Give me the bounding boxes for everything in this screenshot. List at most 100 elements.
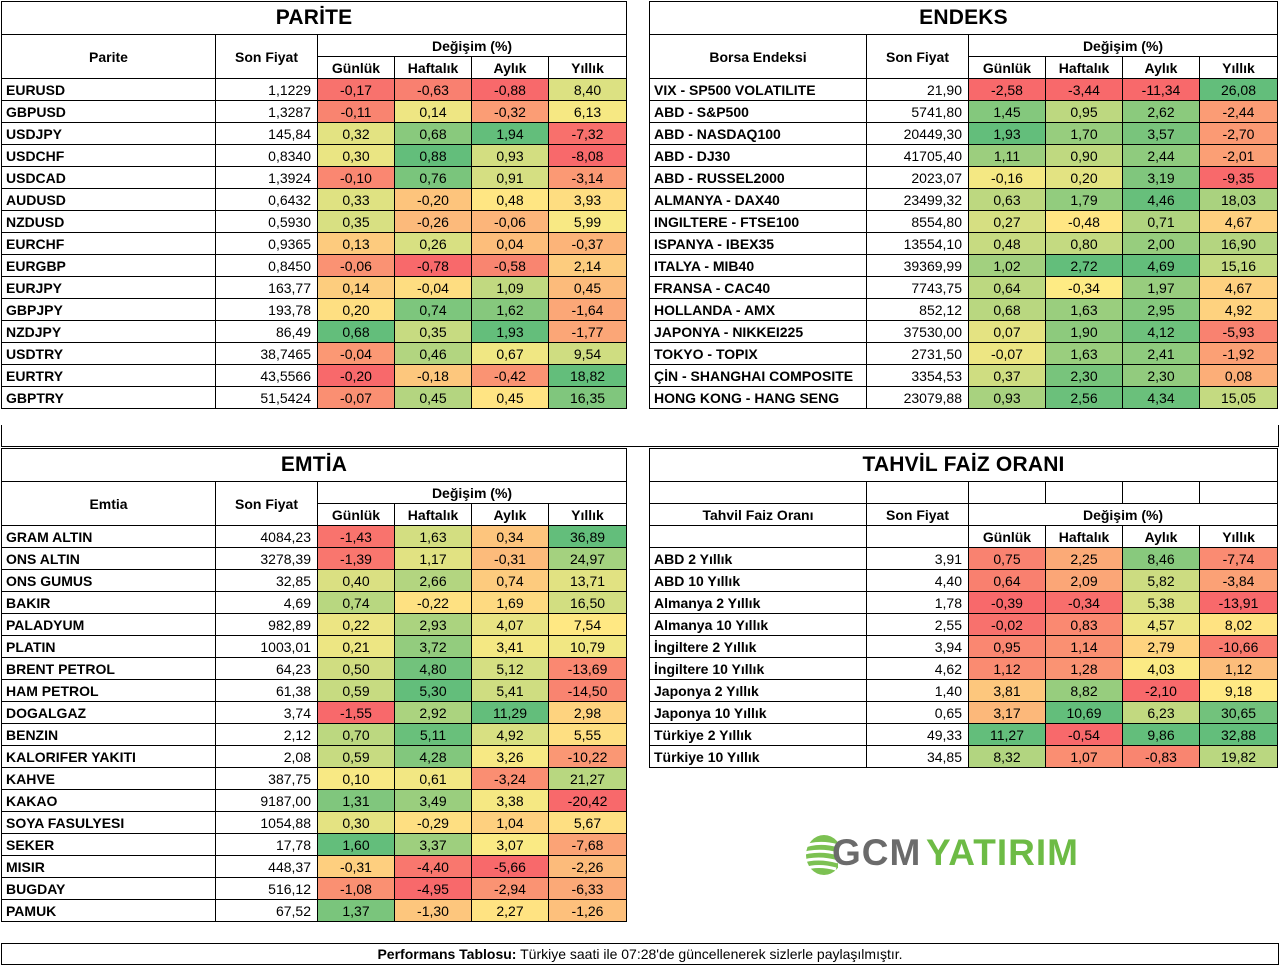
table-row: GBPUSD 1,3287 -0,11 0,14 -0,32 6,13 (1, 100, 628, 123)
row-change-d: 1,31 (317, 789, 395, 812)
row-change-y: 0,45 (547, 276, 628, 299)
row-change-m: 1,93 (471, 320, 549, 343)
row-change-w: -0,18 (394, 364, 472, 387)
row-change-w: 0,14 (394, 100, 472, 123)
col-header-daily: Günlük (968, 525, 1046, 548)
table-row: KAKAO 9187,00 1,31 3,49 3,38 -20,42 (1, 789, 628, 812)
row-change-m: -2,10 (1122, 679, 1200, 702)
row-price: 17,78 (215, 833, 318, 856)
table-row: İngiltere 10 Yıllık 4,62 1,12 1,28 4,03 1,12 (649, 657, 1279, 680)
row-change-w: 0,74 (394, 298, 472, 321)
row-change-m: 0,04 (471, 232, 549, 255)
table-row: PALADYUM 982,89 0,22 2,93 4,07 7,54 (1, 613, 628, 636)
table-row: ABD - S&P500 5741,80 1,45 0,95 2,62 -2,44 (649, 100, 1278, 123)
blank-cell (866, 481, 969, 504)
row-price: 982,89 (215, 613, 318, 636)
row-change-y: 5,55 (547, 723, 628, 746)
row-name: HOLLANDA - AMX (649, 298, 867, 321)
row-change-y: -9,35 (1199, 166, 1278, 189)
table-row: FRANSA - CAC40 7743,75 0,64 -0,34 1,97 4,67 (649, 276, 1278, 299)
row-name: SOYA FASULYESI (1, 811, 216, 834)
row-name: GBPTRY (1, 386, 216, 409)
row-change-d: 0,35 (317, 210, 395, 233)
row-change-y: -2,01 (1199, 144, 1278, 167)
row-change-m: 3,38 (471, 789, 549, 812)
table-row: USDCAD 1,3924 -0,10 0,76 0,91 -3,14 (1, 166, 628, 189)
row-change-w: 0,68 (394, 122, 472, 145)
row-change-y: -1,26 (547, 899, 628, 922)
row-change-m: 2,44 (1122, 144, 1200, 167)
row-change-m: 5,38 (1122, 591, 1200, 614)
row-change-m: 0,74 (471, 569, 549, 592)
row-change-y: -7,32 (547, 122, 628, 145)
row-name: Türkiye 10 Yıllık (649, 745, 867, 768)
row-price: 2,08 (215, 745, 318, 768)
table-row: KAHVE 387,75 0,10 0,61 -3,24 21,27 (1, 767, 628, 790)
col-header-yearly: Yıllık (547, 56, 628, 79)
table-title-row: ENDEKS (649, 1, 1278, 35)
row-change-d: 0,07 (968, 320, 1046, 343)
row-change-d: -0,11 (317, 100, 395, 123)
table-row: BUGDAY 516,12 -1,08 -4,95 -2,94 -6,33 (1, 877, 628, 900)
gcm-logo: GCM YATIRIM (798, 826, 1118, 884)
row-change-y: 16,90 (1199, 232, 1278, 255)
row-name: BUGDAY (1, 877, 216, 900)
row-change-w: -0,34 (1045, 591, 1123, 614)
row-price: 64,23 (215, 657, 318, 680)
row-change-y: -1,92 (1199, 342, 1278, 365)
endeks-table: ENDEKS Borsa Endeksi Son Fiyat Değişim (%) G… (649, 1, 1278, 409)
row-change-d: -2,58 (968, 78, 1046, 101)
table-row: AUDUSD 0,6432 0,33 -0,20 0,48 3,93 (1, 188, 628, 211)
table-row: İngiltere 2 Yıllık 3,94 0,95 1,14 2,79 -10,66 (649, 635, 1279, 658)
row-change-m: 8,46 (1122, 547, 1200, 570)
row-change-m: 2,30 (1122, 364, 1200, 387)
table-row: EURJPY 163,77 0,14 -0,04 1,09 0,45 (1, 276, 628, 299)
row-change-w: 1,63 (1045, 298, 1123, 321)
row-change-w: -4,40 (394, 855, 472, 878)
row-change-m: -0,42 (471, 364, 549, 387)
row-change-y: -6,33 (547, 877, 628, 900)
col-header-name: Borsa Endeksi (649, 34, 867, 79)
row-change-m: 1,04 (471, 811, 549, 834)
row-change-w: 2,56 (1045, 386, 1123, 409)
row-change-w: 2,09 (1045, 569, 1123, 592)
row-change-w: -0,34 (1045, 276, 1123, 299)
row-price: 1,3287 (215, 100, 318, 123)
table-title: EMTİA (0, 448, 628, 482)
col-header-change: Değişim (%) (968, 34, 1278, 57)
col-header-price: Son Fiyat (215, 481, 318, 526)
table-row: GBPJPY 193,78 0,20 0,74 1,62 -1,64 (1, 298, 628, 321)
row-name: EURUSD (1, 78, 216, 101)
row-name: İngiltere 10 Yıllık (649, 657, 867, 680)
row-change-w: 1,63 (394, 525, 472, 548)
row-price: 4,69 (215, 591, 318, 614)
row-change-d: 1,02 (968, 254, 1046, 277)
row-name: ONS ALTIN (1, 547, 216, 570)
row-change-y: 4,67 (1199, 210, 1278, 233)
row-change-m: 4,07 (471, 613, 549, 636)
row-name: ALMANYA - DAX40 (649, 188, 867, 211)
row-change-m: 1,62 (471, 298, 549, 321)
row-price: 448,37 (215, 855, 318, 878)
row-name: VIX - SP500 VOLATILITE (649, 78, 867, 101)
col-header-price: Son Fiyat (215, 34, 318, 79)
row-change-d: 3,17 (968, 701, 1046, 724)
row-change-y: 2,14 (547, 254, 628, 277)
col-header-weekly: Haftalık (394, 503, 472, 526)
row-change-m: 3,41 (471, 635, 549, 658)
row-price: 516,12 (215, 877, 318, 900)
table-row: GBPTRY 51,5424 -0,07 0,45 0,45 16,35 (1, 386, 628, 409)
row-change-d: 0,64 (968, 276, 1046, 299)
row-name: INGILTERE - FTSE100 (649, 210, 867, 233)
row-change-w: 1,79 (1045, 188, 1123, 211)
row-change-y: -5,93 (1199, 320, 1278, 343)
blank-cell (1198, 481, 1279, 504)
row-change-d: 1,45 (968, 100, 1046, 123)
row-change-y: 26,08 (1199, 78, 1278, 101)
row-change-m: 1,69 (471, 591, 549, 614)
row-price: 193,78 (215, 298, 318, 321)
row-price: 13554,10 (866, 232, 969, 255)
tahvil-table: TAHVİL FAİZ ORANI Tahvil Faiz Oranı Son Fi… (648, 448, 1279, 768)
row-change-m: 2,95 (1122, 298, 1200, 321)
row-change-y: 1,12 (1198, 657, 1279, 680)
